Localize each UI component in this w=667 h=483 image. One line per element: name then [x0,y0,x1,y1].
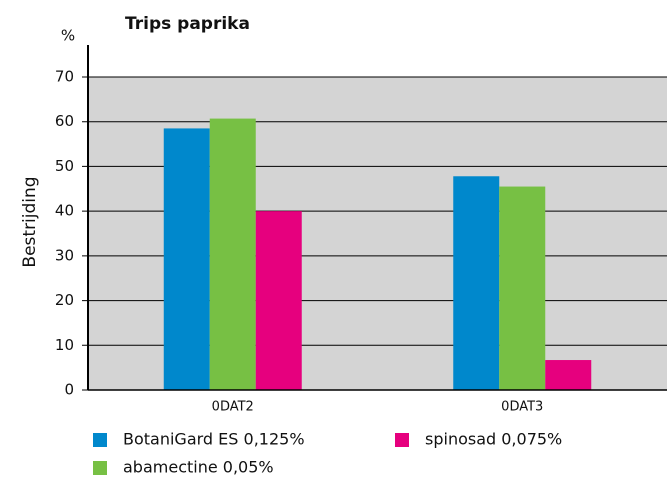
legend-swatch [93,461,107,475]
y-unit: % [61,27,75,45]
legend-label: BotaniGard ES 0,125% [123,430,305,449]
y-tick-label: 20 [55,291,74,309]
legend-label: spinosad 0,075% [425,430,562,449]
bar [499,186,546,390]
y-tick-label: 60 [55,112,74,130]
y-tick-label: 10 [55,336,74,354]
x-tick-label: 0DAT2 [212,400,254,415]
y-tick-label: 70 [55,68,74,86]
y-tick-label: 50 [55,157,74,175]
legend-label: abamectine 0,05% [123,458,274,477]
bar [163,128,210,390]
y-tick-label: 40 [55,202,74,220]
x-tick-label: 0DAT3 [501,400,543,415]
y-tick-label: 30 [55,246,74,264]
bar [545,360,592,390]
chart-title: Trips paprika [125,14,250,34]
bar [255,211,302,390]
bar [209,118,256,390]
legend-swatch [93,433,107,447]
y-tick-label: 0 [64,381,74,399]
bar [453,176,500,390]
y-axis-label: Bestrijding [20,176,40,267]
legend-swatch [395,433,409,447]
